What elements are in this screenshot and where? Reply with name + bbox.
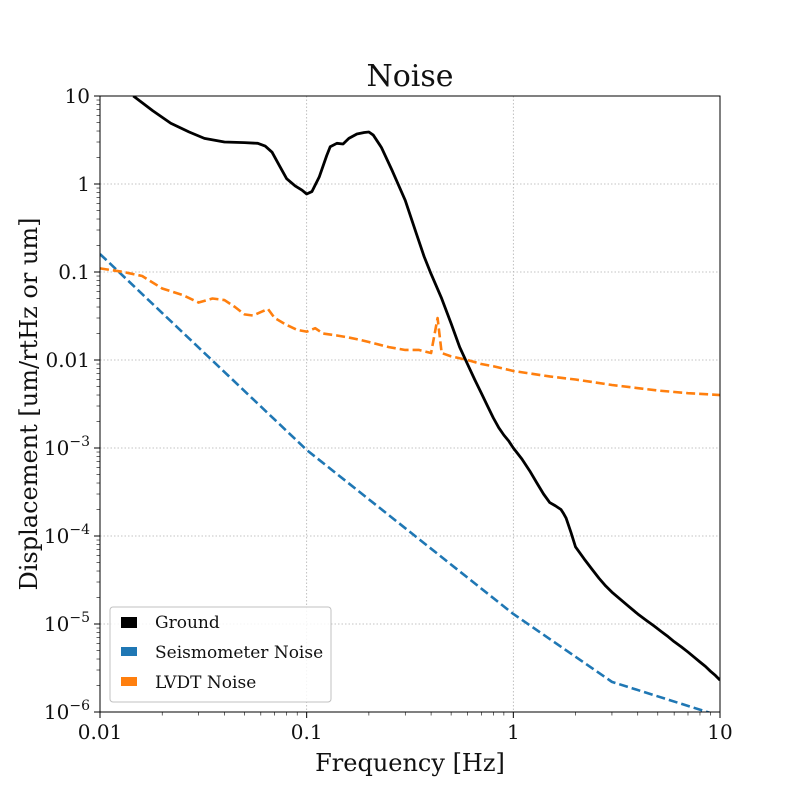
legend: Ground Seismometer Noise LVDT Noise <box>109 606 332 703</box>
y-tick-label: 10 <box>65 84 90 108</box>
y-axis-label: Displacement [um/rtHz or um] <box>15 217 43 590</box>
y-tick-label: 1 <box>77 172 90 196</box>
y-tick-label: 10−3 <box>44 434 90 460</box>
y-tick-label: 0.1 <box>58 260 90 284</box>
seismometer-noise-line <box>100 253 712 712</box>
legend-box <box>109 606 332 703</box>
legend-swatch <box>121 617 137 628</box>
y-tick-label: 10−5 <box>44 610 90 636</box>
y-tick-label: 10−4 <box>44 522 90 548</box>
lvdt-noise-line <box>100 267 720 397</box>
x-tick-label: 10 <box>707 720 732 744</box>
legend-label: Ground <box>155 613 220 633</box>
x-tick-label: 0.01 <box>78 720 123 744</box>
ground-line <box>132 96 720 682</box>
legend-swatch <box>121 647 137 656</box>
axis-ticks: 0.01 0.1 1 10 10 1 0.1 0.01 10−3 10−4 10−5 10−6 <box>44 84 733 744</box>
legend-label: Seismometer Noise <box>155 643 323 663</box>
x-tick-label: 0.1 <box>291 720 323 744</box>
plot-frame <box>99 95 721 713</box>
legend-swatch <box>121 677 137 686</box>
series-layer <box>100 96 720 712</box>
y-tick-label: 0.01 <box>45 348 90 372</box>
chart-title: Noise <box>366 59 453 94</box>
x-axis-label: Frequency [Hz] <box>315 749 505 777</box>
y-tick-label: 10−6 <box>44 698 90 724</box>
x-tick-label: 1 <box>507 720 520 744</box>
legend-label: LVDT Noise <box>155 673 256 693</box>
